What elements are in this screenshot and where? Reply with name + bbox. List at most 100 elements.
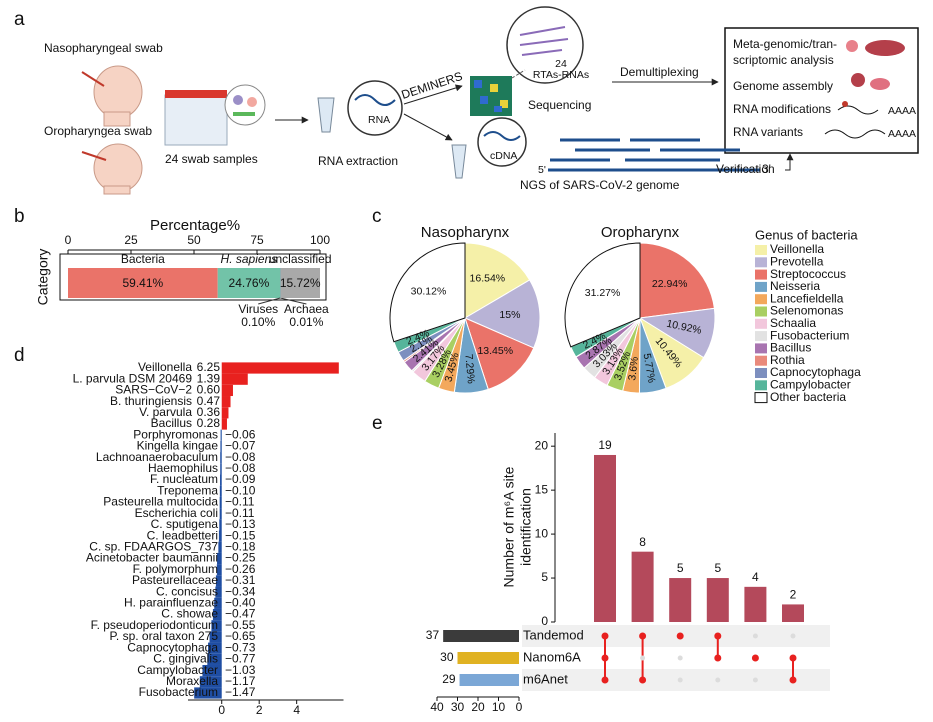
bar — [631, 551, 654, 622]
matrix-dot — [677, 677, 683, 683]
category-label: V. parvula — [139, 405, 192, 419]
bar — [218, 530, 222, 542]
bar — [212, 608, 222, 621]
legend-title: Genus of bacteria — [755, 227, 858, 242]
legend-swatch — [755, 355, 767, 366]
legend-swatch — [755, 343, 767, 354]
set-size-label: 37 — [426, 628, 440, 642]
rtas-circle — [506, 6, 584, 84]
bar — [221, 373, 248, 385]
reads — [550, 138, 740, 162]
bar — [215, 586, 222, 598]
connector — [511, 69, 526, 79]
set-bar — [443, 630, 519, 642]
pointer — [280, 297, 307, 305]
value-label: 15% — [499, 309, 520, 321]
category-label: Kingella kingae — [137, 439, 219, 453]
category-label: Acinetobacter baumannii — [86, 551, 218, 565]
label: NGS of SARS-CoV-2 genome — [520, 178, 680, 192]
chart-title: Nasopharynx — [421, 224, 510, 241]
output-box — [724, 27, 919, 154]
category-label: H. parainfluenzae — [124, 596, 218, 610]
value-label: −0.26 — [225, 562, 256, 576]
value-label: −0.11 — [225, 495, 255, 509]
category-label: F. pseudoperiodonticum — [91, 618, 218, 632]
bar — [216, 564, 222, 576]
legend-swatch — [755, 257, 767, 268]
x-tick-label: 30 — [451, 700, 465, 714]
legend-swatch — [755, 245, 767, 255]
panel-label: c — [372, 206, 382, 227]
row-band — [522, 625, 830, 647]
y-axis-label: Category — [35, 249, 51, 306]
value-label: 0.60 — [197, 383, 221, 397]
legend-label: Lancefieldella — [770, 291, 844, 305]
bar — [219, 508, 222, 520]
set-size-label: 29 — [442, 672, 456, 686]
bar — [744, 586, 767, 622]
legend-swatch — [755, 306, 767, 317]
value-label: 5.77% — [641, 352, 658, 383]
value-label: −1.17 — [225, 674, 256, 688]
bar — [207, 653, 222, 665]
value-label: 4 — [752, 570, 759, 584]
label: 5' — [538, 164, 546, 176]
bar — [217, 552, 222, 565]
legend-swatch — [755, 269, 767, 280]
category-label: F. polymorphum — [133, 562, 218, 576]
category-label: Escherichia coli — [135, 506, 218, 520]
y-tick-label: 20 — [535, 438, 549, 452]
category-label: C. showae — [161, 607, 218, 621]
value-label: −0.18 — [225, 539, 256, 553]
x-tick-label: 10 — [492, 700, 506, 714]
pointer — [258, 297, 281, 305]
value-label: 0.01% — [289, 315, 323, 329]
panel-label: d — [14, 345, 25, 366]
matrix-dot — [639, 632, 647, 640]
bar — [220, 452, 222, 464]
bar — [669, 578, 692, 622]
category-label: Veillonella — [138, 360, 192, 374]
label: 24 — [555, 58, 567, 70]
value-label: 0.36 — [197, 405, 221, 419]
bar — [219, 519, 222, 531]
value-label: −0.13 — [225, 517, 256, 531]
value-label: −0.10 — [225, 483, 256, 497]
legend-label: Bacillus — [770, 341, 811, 355]
category-label: Fusobacterium — [139, 685, 218, 699]
bar-segment — [280, 268, 320, 298]
value-label: 16.54% — [470, 273, 506, 285]
legend-swatch — [755, 318, 767, 329]
label: scriptomic analysis — [733, 53, 834, 67]
frame — [59, 253, 327, 301]
panel-label: e — [372, 413, 383, 434]
label: Nasopharyngeal swab — [44, 41, 163, 55]
bar — [199, 676, 222, 688]
cdna-circle — [477, 117, 527, 167]
x-tick-label: 40 — [430, 700, 444, 714]
chart-title: Oropharynx — [601, 224, 680, 241]
panel-a: a Nasopharyngeal swab Oropharyngea swab … — [14, 6, 919, 195]
arrow — [403, 113, 453, 141]
matrix-dot — [715, 677, 721, 683]
matrix-dot — [751, 654, 759, 662]
matrix-dot — [789, 654, 797, 662]
x-tick-label: 20 — [471, 700, 485, 714]
category-label: C. sp. FDAARGOS_737 — [89, 539, 218, 553]
value-label: −0.15 — [225, 528, 256, 542]
value-label: −0.47 — [225, 607, 256, 621]
value-label: −0.25 — [225, 551, 256, 565]
series-label: unclassified — [269, 252, 332, 266]
bar — [219, 496, 222, 509]
label: cDNA — [490, 150, 517, 162]
tube — [451, 144, 467, 179]
y-axis-label: identification — [518, 488, 534, 566]
value-label: −0.07 — [225, 439, 256, 453]
label: Sequencing — [528, 98, 591, 112]
bar — [221, 418, 227, 430]
panel-label: b — [14, 206, 25, 227]
value-label: 19 — [598, 438, 612, 452]
chart-title: Percentage% — [150, 217, 240, 234]
category-label: Porphyromonas — [133, 427, 218, 441]
x-tick-label: 0 — [65, 233, 72, 247]
